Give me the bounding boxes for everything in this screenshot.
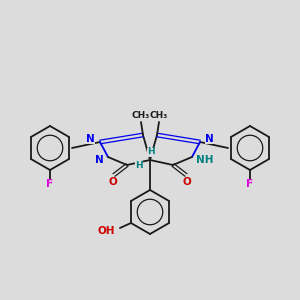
Text: CH₃: CH₃	[150, 112, 168, 121]
Text: N: N	[95, 155, 104, 165]
Text: OH: OH	[98, 226, 115, 236]
Text: O: O	[109, 177, 117, 187]
Text: N: N	[205, 134, 214, 144]
Text: O: O	[183, 177, 191, 187]
Text: H: H	[135, 160, 143, 169]
Text: F: F	[246, 179, 254, 189]
Text: F: F	[46, 179, 54, 189]
Text: CH₃: CH₃	[132, 112, 150, 121]
Text: NH: NH	[196, 155, 214, 165]
Text: H: H	[147, 148, 155, 157]
Text: N: N	[86, 134, 95, 144]
